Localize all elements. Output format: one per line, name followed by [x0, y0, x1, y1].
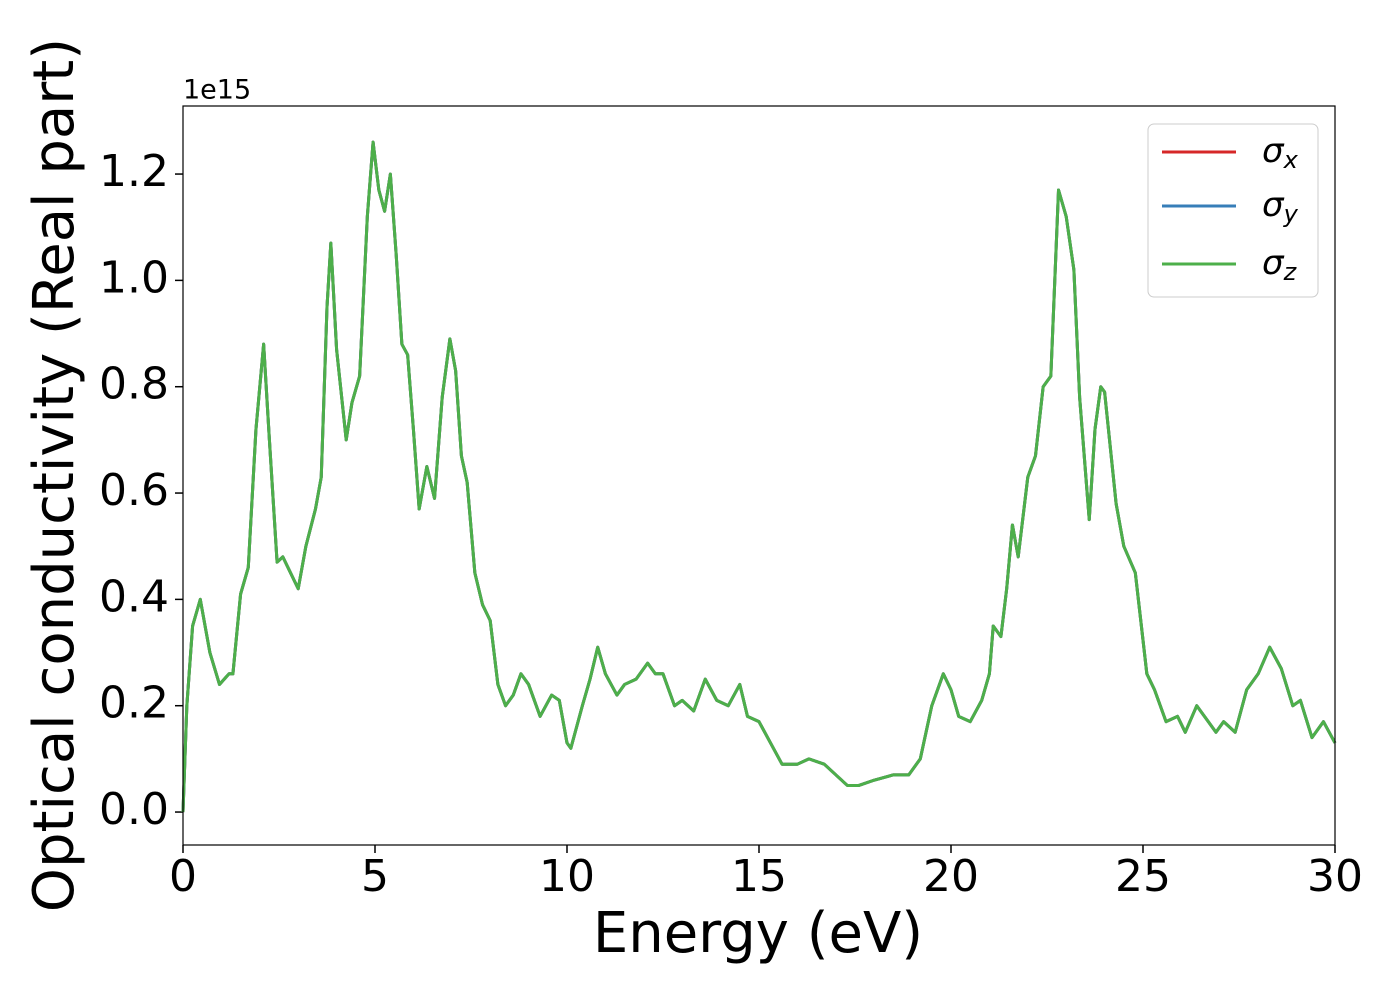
y-offset-label: 1e15: [183, 75, 251, 106]
x-tick-label: 5: [361, 851, 389, 902]
plot-frame: [182, 105, 1336, 846]
x-tick-label: 25: [1115, 851, 1171, 902]
y-tick-label: 0.6: [99, 465, 169, 516]
legend-label: σy: [1262, 185, 1299, 229]
y-tick-label: 1.2: [99, 146, 169, 197]
x-tick-label: 20: [923, 851, 979, 902]
legend-label: σx: [1262, 131, 1299, 175]
y-tick-label: 0.4: [99, 571, 169, 622]
y-tick-label: 1.0: [99, 252, 169, 303]
y-tick-label: 0.0: [99, 784, 169, 835]
y-tick-label: 0.8: [99, 359, 169, 410]
legend-label: σz: [1262, 243, 1298, 287]
y-tick-label: 0.2: [99, 678, 169, 729]
series-line: [181, 140, 1337, 813]
y-axis-label: Optical conductivity (Real part): [22, 38, 87, 912]
x-tick-label: 30: [1307, 851, 1363, 902]
x-tick-label: 10: [539, 851, 595, 902]
legend-box: [1147, 123, 1319, 298]
x-tick-label: 0: [169, 851, 197, 902]
x-tick-label: 15: [731, 851, 787, 902]
x-axis-label: Energy (eV): [593, 901, 923, 966]
